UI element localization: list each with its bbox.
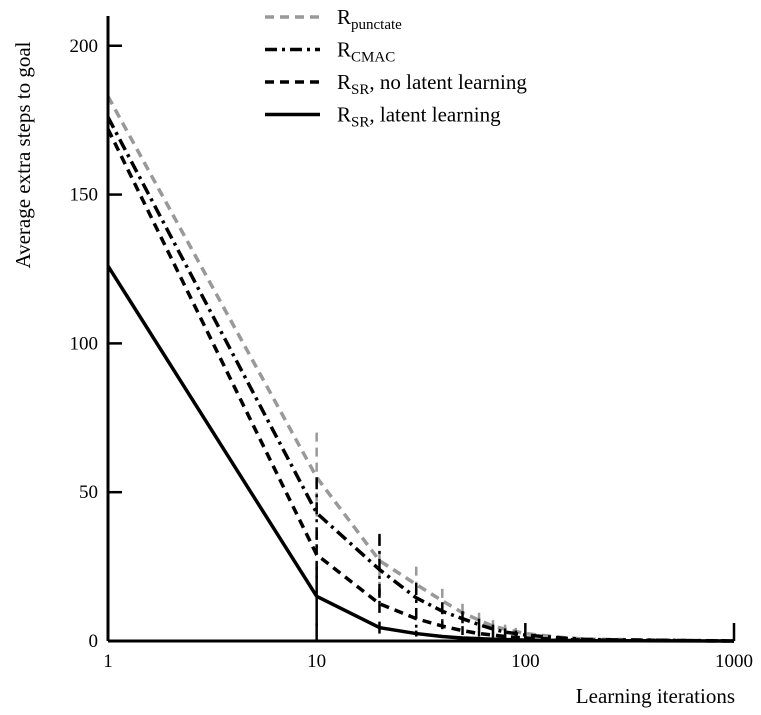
legend-label: Rpunctate <box>337 5 402 33</box>
y-axis-title: Average extra steps to goal <box>11 41 35 268</box>
legend: Rpunctate RCMAC RSR, no latent learning RSR… <box>265 5 527 131</box>
legend-label: RSR, no latent learning <box>337 70 527 98</box>
plot-area <box>106 95 735 643</box>
x-tick-label: 100 <box>511 651 540 672</box>
x-tick-label: 1000 <box>715 651 753 672</box>
series-line <box>106 128 735 643</box>
y-tick-label: 200 <box>70 36 99 57</box>
y-tick-label: 0 <box>89 631 99 652</box>
legend-label: RSR, latent learning <box>337 103 501 131</box>
series-line <box>106 95 735 643</box>
series-line <box>106 116 735 643</box>
x-tick-label: 10 <box>307 651 326 672</box>
y-tick-label: 50 <box>79 482 98 503</box>
y-tick-label: 100 <box>70 333 99 354</box>
axes: 0 50 100 150 200 1 10 100 1000 <box>70 16 753 672</box>
x-tick-label: 1 <box>103 651 113 672</box>
legend-label: RCMAC <box>337 38 395 66</box>
y-tick-label: 150 <box>70 185 99 206</box>
x-axis-title: Learning iterations <box>576 684 735 708</box>
